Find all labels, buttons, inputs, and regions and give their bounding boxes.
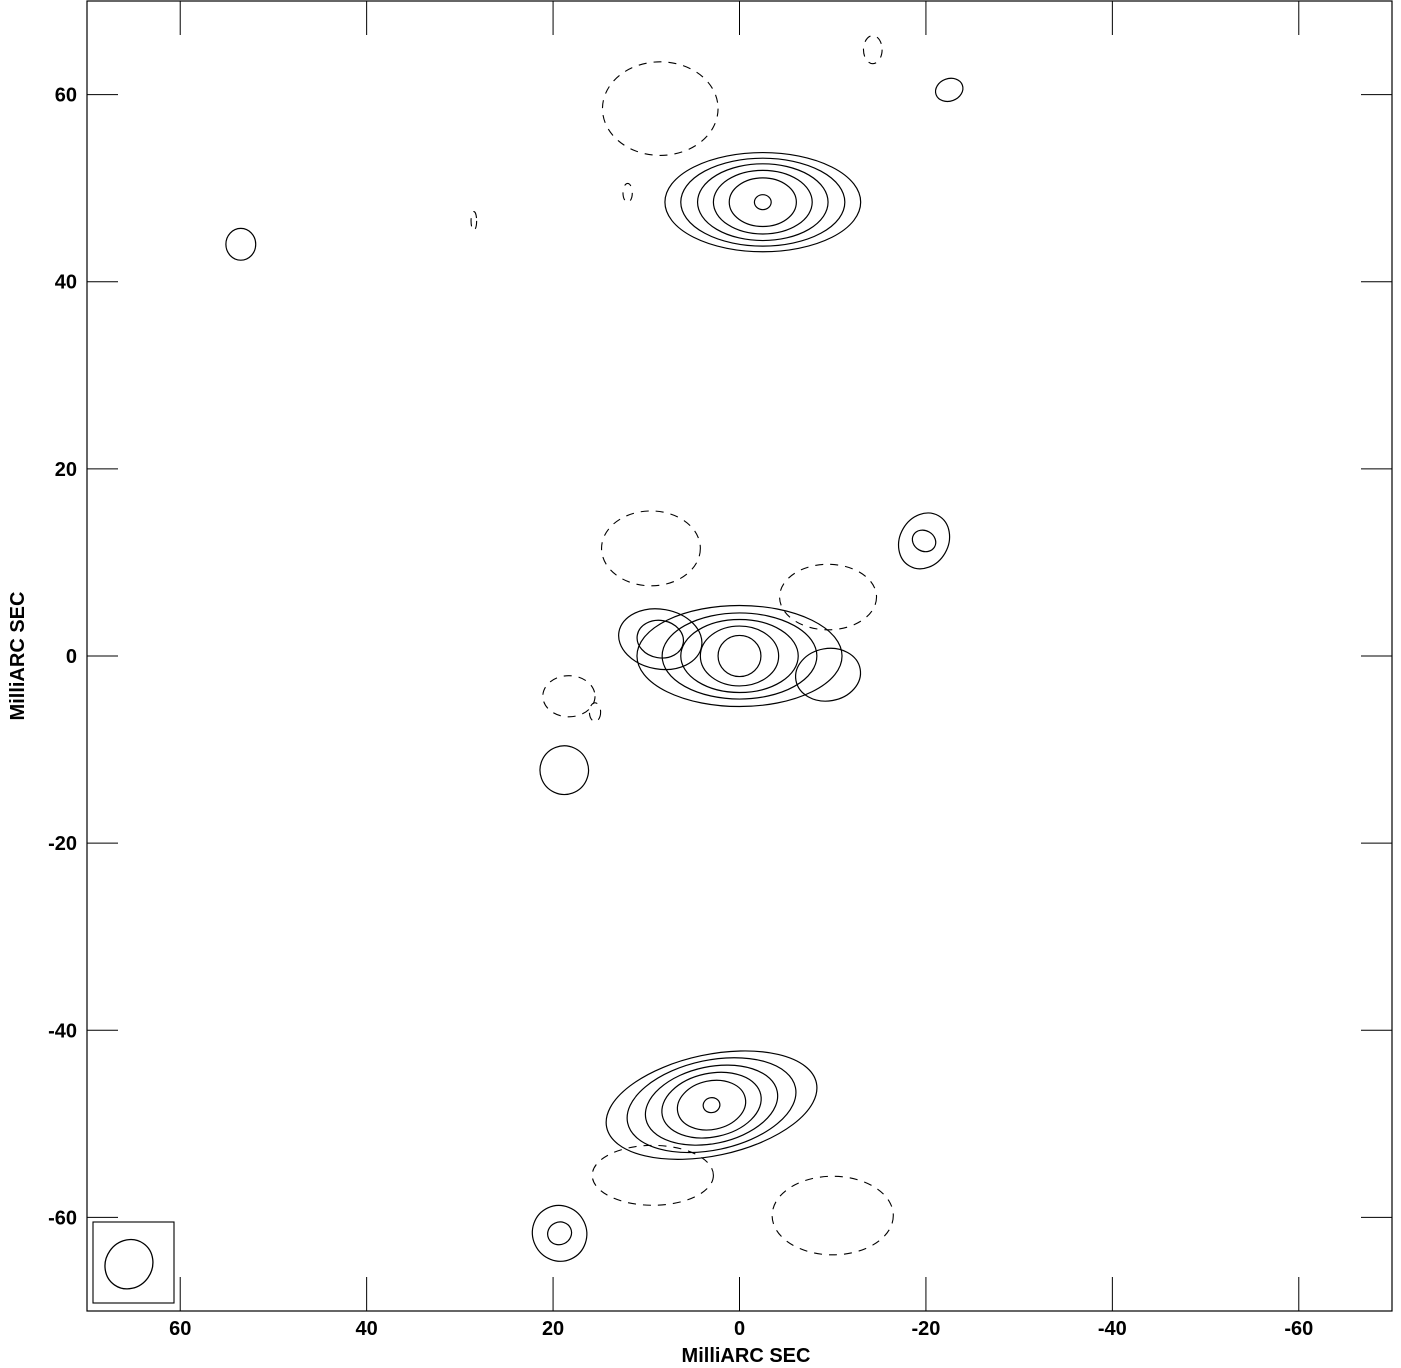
- y-tick-label-1: 40: [55, 272, 77, 294]
- negative-contour-8: [470, 210, 478, 231]
- lower-left-knot-contour-1: [547, 1221, 573, 1246]
- central-core-contour-3: [699, 625, 780, 687]
- y-tick-label-3: 0: [66, 646, 77, 668]
- upper-image-contour-2: [696, 163, 829, 242]
- east-jet-lobe-contour-1: [636, 619, 685, 659]
- x-tick-label-4: -20: [911, 1318, 940, 1340]
- beam-inset: [92, 1221, 175, 1304]
- negative-contour-6: [862, 35, 883, 65]
- x-tick-label-6: -60: [1284, 1318, 1313, 1340]
- central-core-contour-4: [717, 634, 762, 678]
- negative-contour-2: [779, 563, 878, 631]
- y-tick-label-4: -20: [48, 833, 77, 855]
- east-jet-lobe-contour-0: [618, 608, 703, 671]
- central-core-contour-1: [661, 612, 818, 700]
- upper-image-contour-5: [753, 194, 772, 211]
- x-axis-label: MilliARC SEC: [682, 1345, 811, 1367]
- lower-image-contour-4: [676, 1079, 747, 1131]
- lower-image-contour-0: [605, 1050, 818, 1160]
- lower-image-contour-5: [702, 1097, 721, 1114]
- nw-knot-contour-1: [911, 529, 937, 553]
- y-tick-labels: 60 40 20 0 -20 -40 -60: [48, 85, 77, 1230]
- upper-right-knot-contour-0: [934, 77, 964, 103]
- lower-image-contour-3: [661, 1071, 762, 1139]
- lower-image-contour-2: [644, 1064, 779, 1146]
- sw-knot-contour-0: [539, 745, 590, 796]
- upper-image-contour-4: [728, 177, 797, 228]
- x-tick-label-0: 60: [169, 1318, 191, 1340]
- y-tick-label-0: 60: [55, 85, 77, 107]
- negative-contour-5: [771, 1175, 894, 1256]
- central-core-contour-2: [680, 618, 799, 694]
- plot-frame: [86, 0, 1393, 1312]
- lower-image-contour-1: [626, 1057, 797, 1154]
- negative-contour-4: [591, 1144, 714, 1206]
- negative-contour-7: [622, 182, 633, 203]
- upper-image-contour-3: [712, 169, 813, 235]
- upper-image-contour-1: [680, 157, 846, 247]
- x-tick-label-2: 20: [542, 1318, 564, 1340]
- nw-knot-contour-0: [897, 512, 951, 570]
- contour-lines: [225, 77, 964, 1262]
- negative-contour-1: [600, 510, 701, 587]
- upper-image-contour-0: [664, 151, 862, 253]
- y-axis-label: MilliARC SEC: [7, 592, 29, 721]
- negative-contour-3: [542, 675, 596, 718]
- central-core-contour-0: [636, 604, 843, 708]
- beam-ellipse: [104, 1238, 154, 1290]
- y-tick-label-2: 20: [55, 459, 77, 481]
- lower-left-knot-contour-0: [531, 1204, 588, 1262]
- negative-contour-lines: [470, 35, 894, 1256]
- x-tick-label-5: -40: [1098, 1318, 1127, 1340]
- upper-left-knot-contour-0: [225, 227, 257, 261]
- y-tick-label-6: -60: [48, 1207, 77, 1229]
- beam-box: [92, 1221, 175, 1304]
- x-tick-label-3: 0: [734, 1318, 745, 1340]
- west-jet-lobe-contour-0: [795, 647, 862, 702]
- negative-contour-0: [601, 61, 719, 156]
- negative-contour-9: [588, 702, 602, 723]
- x-tick-labels: 60 40 20 0 -20 -40 -60: [169, 1318, 1313, 1340]
- axis-ticks: [87, 1, 1392, 1311]
- x-tick-label-1: 40: [356, 1318, 378, 1340]
- y-tick-label-5: -40: [48, 1020, 77, 1042]
